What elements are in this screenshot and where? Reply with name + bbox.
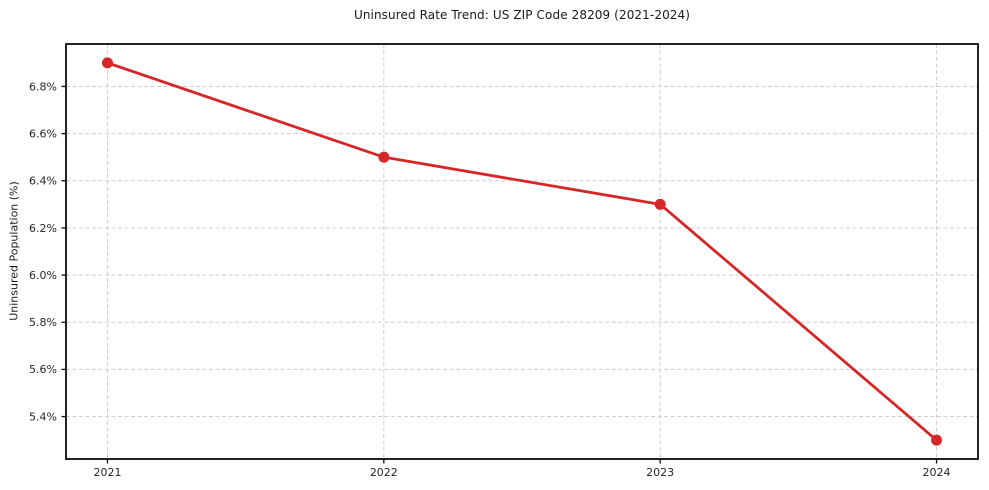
plot-frame: [65, 43, 979, 460]
y-tick-label: 6.6%: [29, 127, 57, 140]
x-tick-label: 2022: [370, 466, 398, 479]
y-tick-label: 6.0%: [29, 269, 57, 282]
y-tick-label: 5.8%: [29, 316, 57, 329]
trend-line: [106, 61, 938, 442]
data-point-marker: [931, 434, 943, 446]
data-point-marker: [654, 198, 666, 210]
y-tick-label: 5.4%: [29, 410, 57, 423]
data-point-marker: [378, 151, 390, 163]
data-point-marker: [101, 57, 113, 69]
chart-title: Uninsured Rate Trend: US ZIP Code 28209 …: [353, 8, 691, 22]
x-tick-label: 2021: [93, 466, 121, 479]
x-tick-label: 2024: [923, 466, 951, 479]
y-tick-label: 6.4%: [29, 175, 57, 188]
y-tick-label: 6.2%: [29, 222, 57, 235]
x-tick-label: 2023: [646, 466, 674, 479]
y-tick-label: 5.6%: [29, 363, 57, 376]
y-tick-label: 6.8%: [29, 80, 57, 93]
